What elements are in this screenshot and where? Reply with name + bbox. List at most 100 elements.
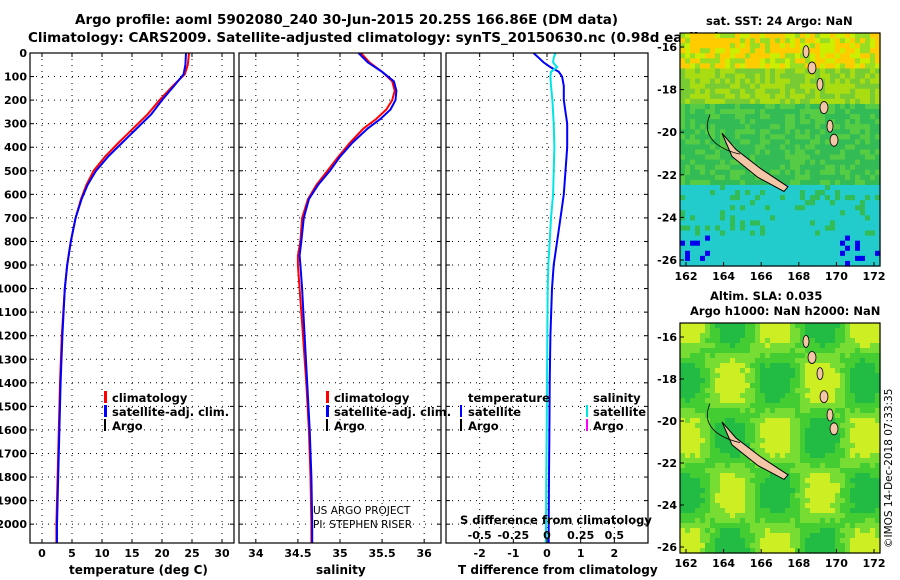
map-cell xyxy=(685,119,691,125)
map-cell xyxy=(730,114,736,120)
map-cell xyxy=(875,333,881,339)
map-cell xyxy=(715,323,721,329)
map-cell xyxy=(845,230,851,237)
map-cell xyxy=(875,200,881,206)
map-cell xyxy=(760,184,766,191)
map-cell xyxy=(835,38,841,44)
map-cell xyxy=(700,353,706,359)
map-cell xyxy=(840,328,846,334)
map-cell xyxy=(735,230,741,237)
map-cell xyxy=(820,363,826,369)
map-cell xyxy=(690,413,696,419)
x-tick-label: 25 xyxy=(184,547,199,560)
map-cell xyxy=(680,205,686,211)
map-cell xyxy=(705,363,711,369)
map-cell xyxy=(750,523,756,529)
map-cell xyxy=(875,184,881,191)
map-cell xyxy=(780,43,786,49)
map-cell xyxy=(840,210,846,216)
map-cell xyxy=(690,343,696,349)
map-cell xyxy=(810,240,816,247)
map-cell xyxy=(705,343,711,349)
map-cell xyxy=(735,378,741,384)
map-cell xyxy=(795,83,801,90)
map-cell xyxy=(695,220,701,227)
map-cell xyxy=(800,53,806,59)
map-cell xyxy=(790,184,796,191)
map-cell xyxy=(810,174,816,181)
map-cell xyxy=(750,88,756,95)
map-cell xyxy=(755,363,761,369)
map-cell xyxy=(685,458,691,464)
map-cell xyxy=(800,388,806,394)
map-cell xyxy=(825,488,831,494)
map-cell xyxy=(690,423,696,429)
map-cell xyxy=(720,473,726,479)
map-cell xyxy=(740,240,746,247)
map-cell xyxy=(780,195,786,201)
map-cell xyxy=(875,448,881,454)
map-cell xyxy=(745,195,751,201)
map-cell xyxy=(680,383,686,389)
map-cell xyxy=(755,478,761,484)
map-cell xyxy=(860,368,866,374)
map-cell xyxy=(780,119,786,125)
map-cell xyxy=(830,328,836,334)
map-cell xyxy=(750,383,756,389)
map-cell xyxy=(735,413,741,419)
map-cell xyxy=(810,154,816,161)
map-cell xyxy=(810,398,816,404)
map-cell xyxy=(705,179,711,186)
map-cell xyxy=(710,488,716,494)
map-cell xyxy=(805,408,811,414)
map-cell xyxy=(815,413,821,419)
x-tick-label: 30 xyxy=(214,547,230,560)
map-cell xyxy=(785,433,791,439)
map-cell xyxy=(750,190,756,196)
map-cell xyxy=(765,498,771,504)
map-cell xyxy=(735,368,741,374)
map-cell xyxy=(845,478,851,484)
map-cell xyxy=(875,48,881,54)
map-cell xyxy=(825,48,831,54)
map-cell xyxy=(855,468,861,474)
map-cell xyxy=(875,488,881,494)
map-cell xyxy=(685,149,691,156)
map-cell xyxy=(820,43,826,49)
map-y-tick-label: -24 xyxy=(657,499,677,512)
map-cell xyxy=(710,453,716,459)
map-cell xyxy=(830,190,836,196)
map-cell xyxy=(850,124,856,130)
map-cell xyxy=(780,373,786,379)
map-cell xyxy=(785,139,791,146)
map-cell xyxy=(695,134,701,140)
map-cell xyxy=(825,250,831,257)
map-cell xyxy=(845,235,851,242)
map-cell xyxy=(815,63,821,70)
map-cell xyxy=(700,38,706,44)
map-cell xyxy=(715,513,721,519)
map-cell xyxy=(720,478,726,484)
map-cell xyxy=(815,98,821,105)
map-cell xyxy=(870,190,876,196)
map-cell xyxy=(795,538,801,544)
map-cell xyxy=(875,58,881,64)
map-cell xyxy=(760,195,766,201)
map-cell xyxy=(840,378,846,384)
map-cell xyxy=(780,245,786,252)
map-cell xyxy=(780,154,786,161)
map-cell xyxy=(825,438,831,444)
map-cell xyxy=(760,129,766,135)
map-cell xyxy=(840,240,846,247)
map-cell xyxy=(760,383,766,389)
map-cell xyxy=(700,250,706,257)
map-cell xyxy=(710,235,716,242)
map-cell xyxy=(865,73,871,80)
map-cell xyxy=(855,448,861,454)
map-cell xyxy=(815,260,821,267)
map-cell xyxy=(725,523,731,529)
map-cell xyxy=(720,53,726,59)
map-cell xyxy=(740,33,746,39)
map-cell xyxy=(785,353,791,359)
map-cell xyxy=(860,493,866,499)
